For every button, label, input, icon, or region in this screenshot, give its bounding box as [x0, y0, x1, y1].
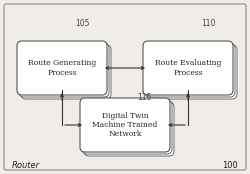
FancyBboxPatch shape [19, 43, 109, 97]
Text: Digital Twin
Machine Trained
Network: Digital Twin Machine Trained Network [92, 112, 158, 138]
Text: 110: 110 [201, 19, 215, 29]
Text: Route Evaluating
Process: Route Evaluating Process [155, 59, 221, 77]
FancyBboxPatch shape [147, 45, 237, 99]
Text: 115: 115 [137, 93, 151, 102]
Text: Route Generating
Process: Route Generating Process [28, 59, 96, 77]
Text: 100: 100 [222, 161, 238, 171]
FancyBboxPatch shape [80, 98, 170, 152]
FancyBboxPatch shape [84, 102, 174, 156]
FancyBboxPatch shape [143, 41, 233, 95]
FancyBboxPatch shape [21, 45, 111, 99]
FancyBboxPatch shape [17, 41, 107, 95]
FancyBboxPatch shape [4, 4, 246, 170]
Text: Router: Router [12, 161, 40, 171]
FancyBboxPatch shape [145, 43, 235, 97]
FancyBboxPatch shape [82, 100, 172, 154]
Text: 105: 105 [75, 19, 89, 29]
